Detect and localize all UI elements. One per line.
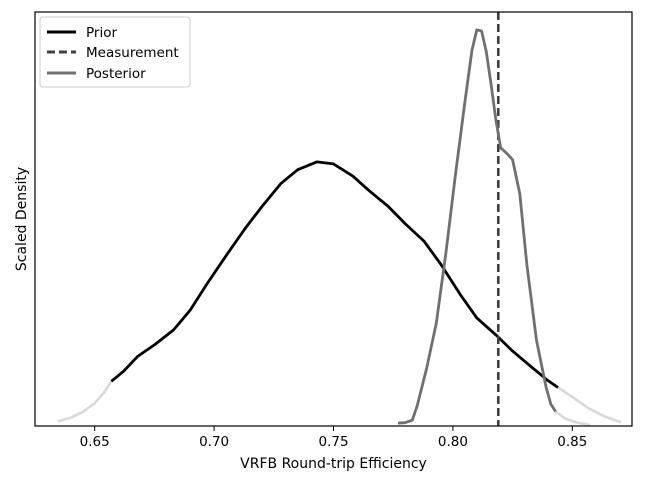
legend: Prior Measurement Posterior (39, 16, 191, 88)
x-tick-label: 0.85 (557, 434, 587, 450)
prior-tail-left (57, 380, 113, 423)
y-axis-label: Scaled Density (14, 167, 30, 271)
plot-area (57, 12, 622, 427)
x-tick-label: 0.75 (318, 434, 348, 450)
x-axis-label: VRFB Round-trip Efficiency (240, 456, 427, 472)
x-tick-label: 0.65 (80, 434, 110, 450)
posterior-tail-right (554, 410, 591, 427)
legend-label-prior: Prior (86, 25, 117, 41)
posterior-curve (397, 28, 557, 425)
legend-box (39, 16, 191, 88)
legend-label-measurement: Measurement (86, 45, 179, 61)
prior-tail-right (556, 386, 622, 424)
legend-label-posterior: Posterior (86, 66, 146, 82)
x-tick-label: 0.80 (438, 434, 468, 450)
x-tick-label: 0.70 (199, 434, 229, 450)
prior-curve (110, 160, 559, 389)
x-axis: 0.65 0.70 0.75 0.80 0.85 (80, 426, 587, 450)
